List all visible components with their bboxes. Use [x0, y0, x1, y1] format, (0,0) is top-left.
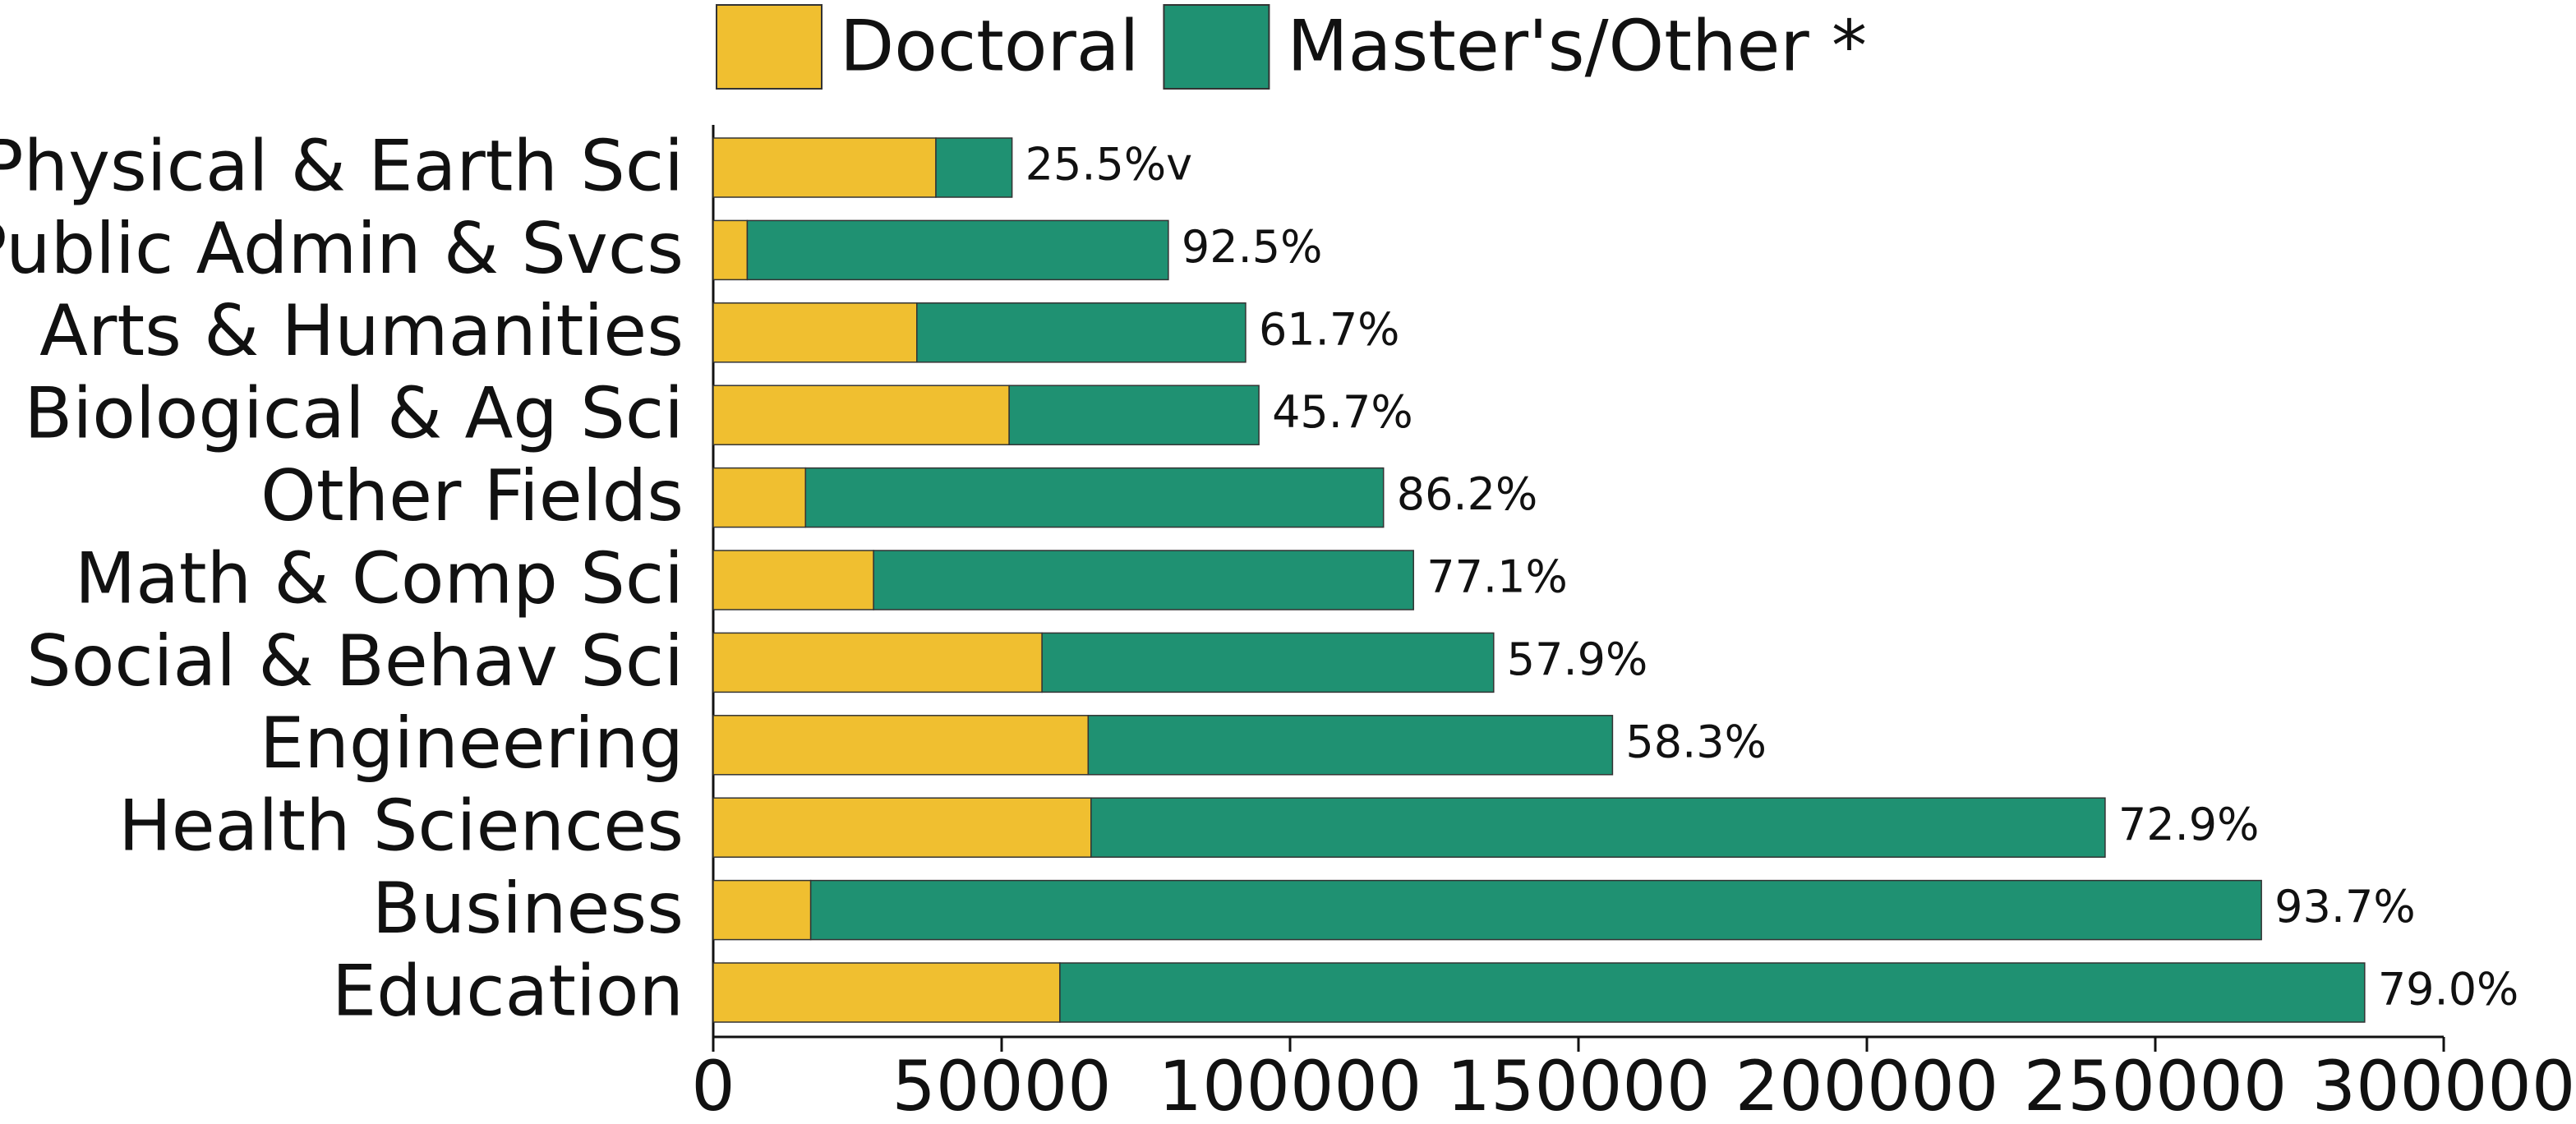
x-tick-label: 0 [691, 1046, 735, 1124]
bar-segment [712, 879, 812, 941]
x-tick-label: 250000 [2024, 1046, 2288, 1124]
bar-segment [916, 302, 1247, 363]
bar-segment [804, 467, 1385, 528]
percent-label: 72.9% [2118, 799, 2260, 850]
category-label: Arts & Humanities [39, 290, 684, 372]
percent-label: 58.3% [1625, 716, 1767, 767]
bar-segment [809, 879, 2262, 941]
category-label: Math & Comp Sci [75, 537, 684, 620]
category-label: Other Fields [260, 455, 684, 537]
percent-label: 79.0% [2378, 964, 2519, 1016]
bar-segment [712, 962, 1061, 1023]
category-label: Physical & Earth Sci [0, 125, 684, 207]
bar-segment [712, 632, 1043, 693]
percent-label: 25.5%v [1025, 139, 1193, 191]
x-tick-label: 150000 [1447, 1046, 1711, 1124]
percent-label: 77.1% [1426, 551, 1568, 603]
bar-segment [712, 797, 1092, 858]
x-tick-label: 50000 [892, 1046, 1111, 1124]
bar-segment [746, 219, 1169, 281]
bar-segment [873, 550, 1414, 610]
bar-segment [1090, 797, 2106, 858]
bar-segment [712, 467, 807, 528]
percent-label: 86.2% [1397, 468, 1538, 520]
bar-segment [935, 137, 1013, 198]
percent-label: 93.7% [2274, 881, 2416, 933]
category-label: Health Sciences [118, 785, 684, 868]
legend-swatch [1163, 4, 1270, 90]
x-tick-label: 200000 [1735, 1046, 1999, 1124]
percent-label: 92.5% [1182, 221, 1323, 273]
category-label: Public Admin & Svcs [0, 208, 684, 290]
bar-segment [712, 219, 749, 281]
category-label: Engineering [260, 702, 684, 785]
bar-segment [1041, 632, 1495, 693]
bar-segment [712, 715, 1090, 776]
bar-segment [1087, 715, 1614, 776]
legend-swatch [716, 4, 823, 90]
bar-segment [1008, 385, 1260, 445]
percent-label: 45.7% [1272, 386, 1413, 438]
bar-segment [712, 385, 1010, 445]
bar-segment [712, 550, 874, 610]
category-label: Social & Behav Sci [26, 620, 684, 702]
percent-label: 57.9% [1507, 633, 1648, 685]
percent-label: 61.7% [1259, 303, 1400, 355]
category-label: Education [332, 950, 684, 1032]
bar-segment [1059, 962, 2366, 1023]
bar-segment [712, 302, 918, 363]
x-tick-label: 100000 [1159, 1046, 1422, 1124]
category-label: Business [372, 868, 684, 950]
x-tick-label: 300000 [2312, 1046, 2576, 1124]
category-label: Biological & Ag Sci [24, 373, 684, 455]
bar-segment [712, 137, 937, 198]
legend-label: Doctoral [840, 5, 1139, 87]
legend-label: Master's/Other * [1287, 5, 1867, 87]
